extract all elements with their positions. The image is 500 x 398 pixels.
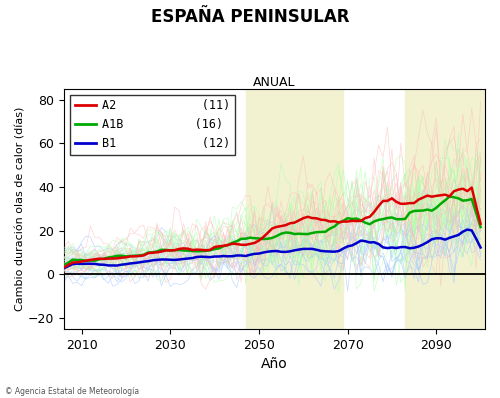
Legend: A2            (11), A1B          (16), B1            (12): A2 (11), A1B (16), B1 (12) xyxy=(70,95,234,155)
Text: ESPAÑA PENINSULAR: ESPAÑA PENINSULAR xyxy=(151,8,349,26)
Title: ANUAL: ANUAL xyxy=(253,76,296,89)
Bar xyxy=(246,89,343,329)
Text: © Agencia Estatal de Meteorología: © Agencia Estatal de Meteorología xyxy=(5,387,139,396)
X-axis label: Año: Año xyxy=(261,357,288,371)
Bar xyxy=(405,89,485,329)
Y-axis label: Cambio duración olas de calor (días): Cambio duración olas de calor (días) xyxy=(15,107,25,311)
